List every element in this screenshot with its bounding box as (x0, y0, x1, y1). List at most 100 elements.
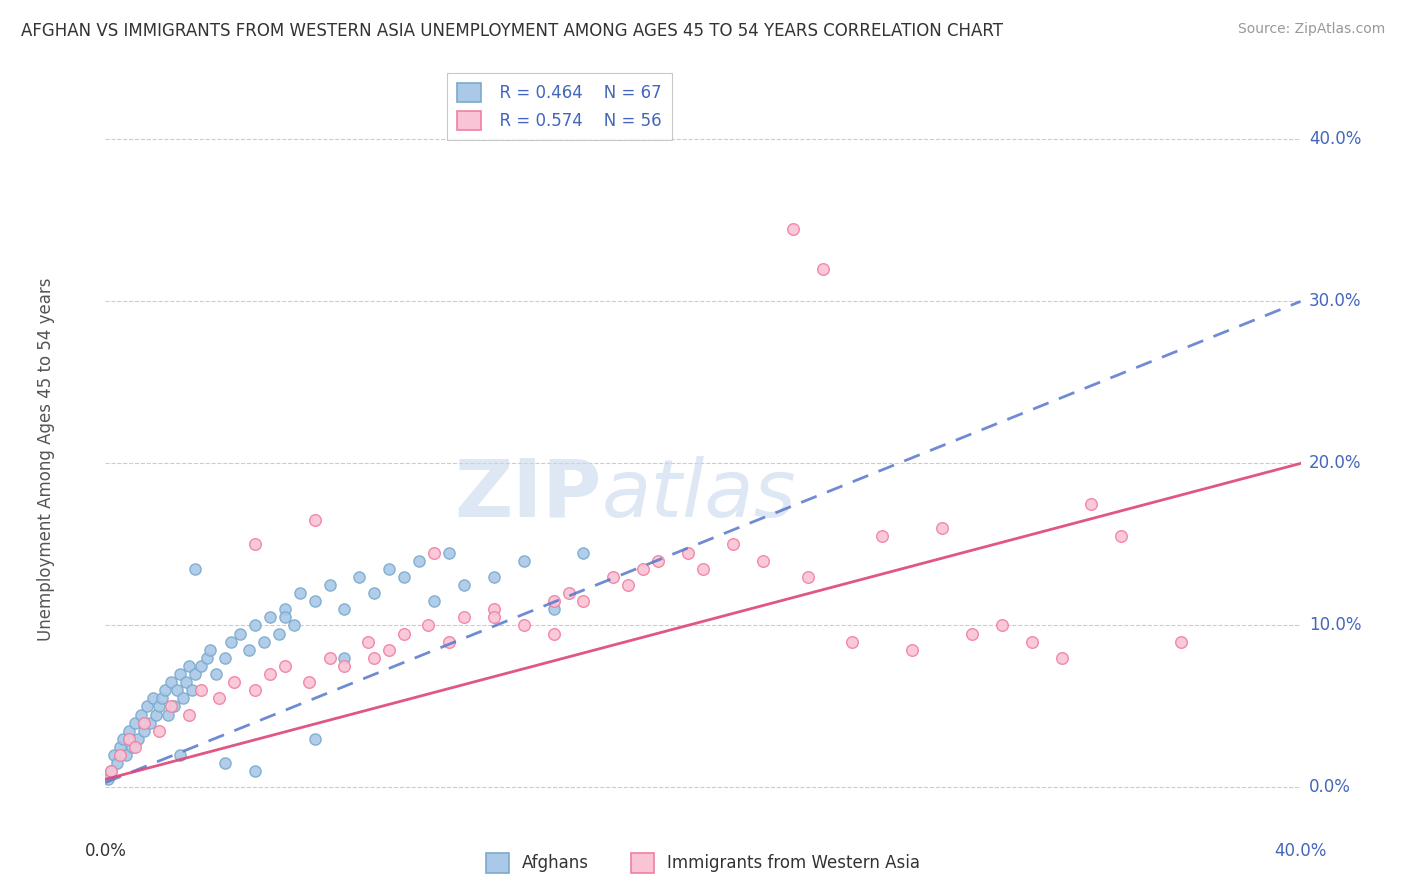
Point (304, 513, 326, 527)
Point (198, 642, 221, 657)
Point (145, 707, 167, 722)
Point (349, 570, 371, 584)
Text: AFGHAN VS IMMIGRANTS FROM WESTERN ASIA UNEMPLOYMENT AMONG AGES 45 TO 54 YEARS CO: AFGHAN VS IMMIGRANTS FROM WESTERN ASIA U… (21, 22, 1002, 40)
Point (633, 562, 655, 576)
Point (181, 683, 204, 698)
Point (482, 602, 505, 616)
Point (453, 578, 475, 592)
Point (692, 562, 714, 576)
Point (318, 650, 340, 665)
Text: 10.0%: 10.0% (1309, 616, 1361, 634)
Point (214, 650, 236, 665)
Text: Unemployment Among Ages 45 to 54 years: Unemployment Among Ages 45 to 54 years (37, 277, 55, 641)
Point (112, 731, 135, 746)
Point (208, 691, 231, 706)
Text: 40.0%: 40.0% (1309, 130, 1361, 148)
Point (437, 634, 460, 648)
Point (169, 667, 191, 681)
Point (124, 739, 146, 754)
Point (408, 554, 430, 568)
Point (100, 764, 122, 779)
Legend: Afghans, Immigrants from Western Asia: Afghans, Immigrants from Western Asia (479, 847, 927, 880)
Point (811, 262, 834, 277)
Point (273, 610, 295, 624)
Point (543, 626, 565, 640)
Point (1021, 634, 1043, 648)
Point (148, 723, 170, 738)
Point (363, 650, 385, 665)
Point (283, 618, 305, 632)
Point (172, 691, 194, 706)
Point (97, 772, 120, 787)
Point (107, 756, 129, 771)
Point (222, 675, 245, 690)
Point (676, 545, 699, 559)
Point (318, 578, 340, 592)
Text: 0.0%: 0.0% (84, 842, 127, 860)
Point (990, 618, 1012, 632)
Point (150, 691, 173, 706)
Point (174, 675, 197, 690)
Point (190, 659, 212, 673)
Point (392, 626, 416, 640)
Point (378, 642, 401, 657)
Point (243, 683, 266, 698)
Point (243, 537, 266, 551)
Point (148, 699, 170, 714)
Text: atlas: atlas (602, 456, 796, 533)
Point (177, 659, 200, 673)
Point (872, 529, 894, 543)
Point (1050, 650, 1073, 665)
Point (423, 594, 446, 608)
Point (103, 747, 125, 762)
Point (1170, 634, 1192, 648)
Point (423, 545, 446, 559)
Point (134, 715, 156, 730)
Point (572, 545, 595, 559)
Point (184, 562, 207, 576)
Point (333, 650, 356, 665)
Text: 40.0%: 40.0% (1274, 842, 1327, 860)
Point (617, 578, 640, 592)
Point (453, 610, 475, 624)
Point (357, 634, 380, 648)
Text: 0.0%: 0.0% (1309, 779, 1351, 797)
Point (110, 739, 132, 754)
Point (134, 723, 156, 738)
Point (1080, 497, 1102, 511)
Point (602, 570, 624, 584)
Point (243, 618, 266, 632)
Point (288, 586, 311, 600)
Point (543, 594, 565, 608)
Text: Source: ZipAtlas.com: Source: ZipAtlas.com (1237, 22, 1385, 37)
Point (259, 610, 281, 624)
Point (782, 221, 804, 235)
Point (259, 667, 281, 681)
Point (437, 545, 460, 559)
Point (100, 764, 122, 779)
Point (205, 667, 228, 681)
Point (273, 602, 295, 616)
Point (392, 570, 416, 584)
Point (304, 731, 326, 746)
Point (177, 707, 200, 722)
Point (333, 602, 356, 616)
Point (960, 626, 983, 640)
Point (931, 521, 953, 535)
Point (333, 659, 356, 673)
Point (267, 626, 290, 640)
Point (166, 683, 188, 698)
Point (751, 554, 773, 568)
Point (110, 747, 132, 762)
Point (115, 747, 138, 762)
Point (142, 691, 165, 706)
Point (121, 739, 143, 754)
Point (572, 594, 595, 608)
Point (160, 699, 183, 714)
Point (363, 586, 385, 600)
Point (841, 634, 863, 648)
Legend:   R = 0.464    N = 67,   R = 0.574    N = 56: R = 0.464 N = 67, R = 0.574 N = 56 (447, 73, 672, 140)
Point (418, 618, 440, 632)
Point (190, 683, 212, 698)
Point (127, 731, 149, 746)
